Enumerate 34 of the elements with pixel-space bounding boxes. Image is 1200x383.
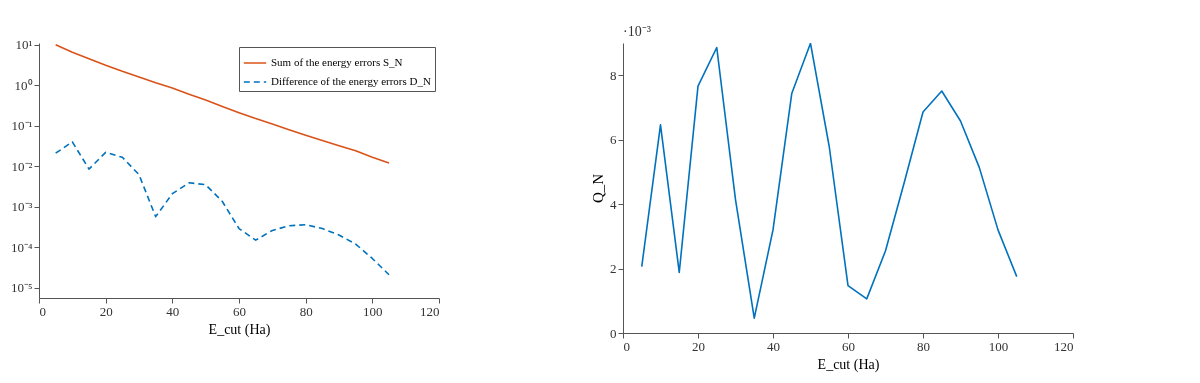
x-tick-label: 40: [166, 303, 180, 319]
y-tick-label: 8: [610, 67, 617, 83]
y-tick-label: 10⁻¹: [11, 118, 33, 134]
x-tick-label: 60: [233, 303, 246, 319]
x-tick-label: 40: [767, 338, 780, 354]
x-tick-label: 100: [988, 338, 1009, 354]
x-tick-label: 120: [1054, 338, 1074, 354]
y-tick-label: 10⁻⁵: [10, 280, 33, 296]
x-tick-label: 0: [623, 338, 630, 354]
y-tick-label: 10¹: [15, 37, 33, 53]
x-tick-label: 0: [39, 303, 46, 319]
legend-label: Difference of the energy errors D_N: [271, 75, 431, 87]
line-series: [640, 43, 1018, 319]
x-tick-label: 60: [842, 338, 855, 354]
y-tick-label: 4: [610, 196, 617, 212]
y-axis-title: Q_N: [590, 173, 606, 204]
x-tick-label: 80: [299, 303, 313, 319]
x-axis-title: E_cut (Ha): [817, 356, 880, 373]
legend-label: Sum of the energy errors S_N: [271, 56, 403, 68]
x-tick-label: 20: [692, 338, 705, 354]
y-tick-label: 6: [610, 132, 617, 148]
y-tick-label: 10⁻⁴: [10, 239, 33, 255]
x-axis-title: E_cut (Ha): [208, 321, 271, 338]
y-tick-label: 10⁰: [14, 77, 33, 93]
x-tick-label: 120: [420, 303, 440, 319]
y-tick-label: 10⁻²: [11, 158, 33, 174]
x-tick-label: 80: [917, 338, 930, 354]
y-tick-label: 0: [610, 325, 617, 341]
text: ·10⁻³: [623, 24, 651, 39]
x-tick-label: 100: [363, 303, 383, 319]
line-series: [54, 141, 390, 276]
x-tick-label: 20: [99, 303, 113, 319]
y-tick-label: 10⁻³: [11, 199, 33, 215]
y-tick-label: 2: [610, 261, 617, 277]
